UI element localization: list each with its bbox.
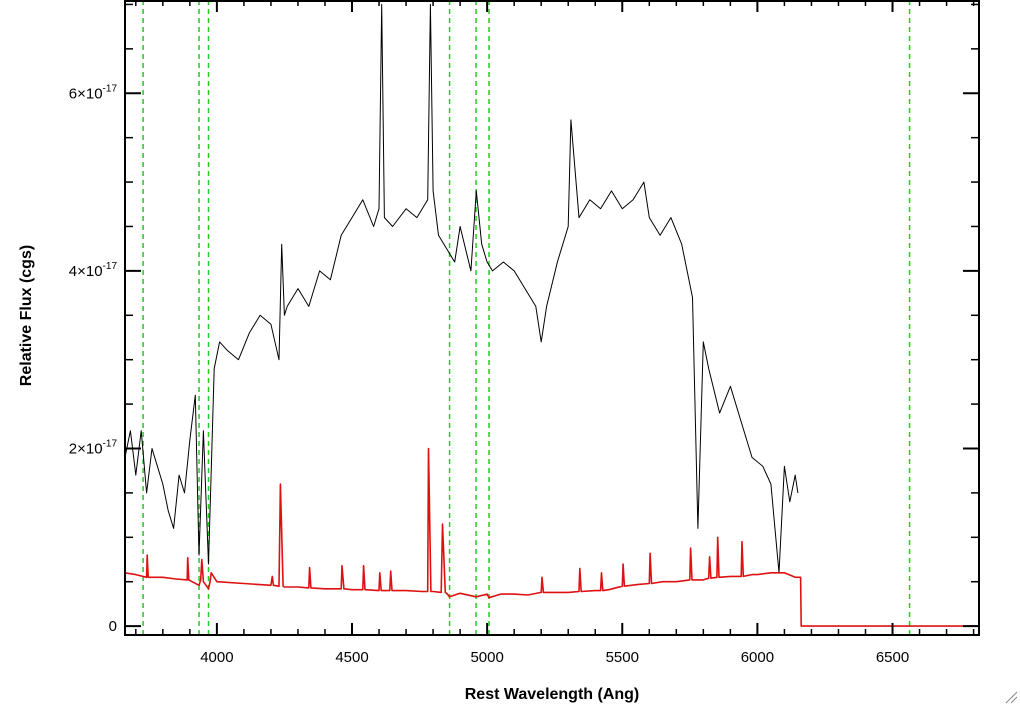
series-1-line [124, 447, 979, 627]
resize-grip-icon[interactable] [1005, 691, 1018, 704]
x-tick-label: 5500 [606, 649, 639, 666]
series-0-line [124, 3, 799, 574]
y-tick-label: 0 [109, 618, 117, 635]
plot-frame [124, 0, 980, 636]
y-axis-label: Relative Flux (cgs) [18, 245, 35, 386]
x-tick-label: 4500 [335, 649, 368, 666]
x-tick-label: 6500 [876, 649, 909, 666]
x-axis-label: Rest Wavelength (Ang) [465, 686, 640, 703]
reference-lines [142, 0, 911, 635]
x-tick-label: 5000 [470, 649, 503, 666]
x-tick-label: 4000 [200, 649, 233, 666]
series-layer [124, 3, 979, 627]
x-axis-ticks: 4000 4500 5000 5500 6000 6500 [135, 0, 975, 666]
x-tick-label: 6000 [741, 649, 774, 666]
